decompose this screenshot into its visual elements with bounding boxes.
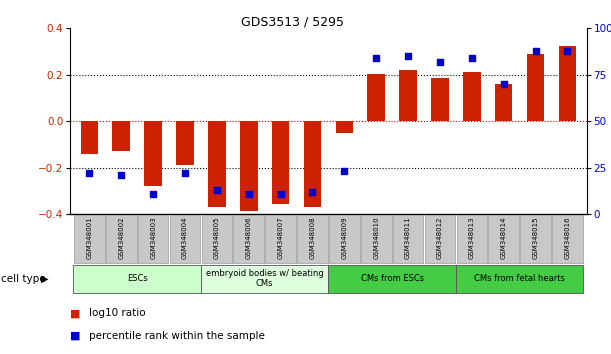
Point bbox=[499, 81, 508, 87]
Text: CMs from fetal hearts: CMs from fetal hearts bbox=[474, 274, 565, 283]
Bar bbox=[176, 121, 194, 165]
Text: ■: ■ bbox=[70, 331, 81, 341]
Bar bbox=[144, 121, 162, 186]
Point bbox=[371, 55, 381, 61]
FancyBboxPatch shape bbox=[265, 215, 296, 263]
FancyBboxPatch shape bbox=[74, 215, 104, 263]
Text: percentile rank within the sample: percentile rank within the sample bbox=[89, 331, 265, 341]
Text: GSM348003: GSM348003 bbox=[150, 217, 156, 259]
FancyBboxPatch shape bbox=[456, 265, 584, 293]
FancyBboxPatch shape bbox=[297, 215, 327, 263]
Point bbox=[467, 55, 477, 61]
Point bbox=[180, 171, 190, 176]
Bar bbox=[367, 74, 385, 121]
Bar bbox=[431, 78, 448, 121]
Bar bbox=[81, 121, 98, 154]
Bar bbox=[272, 121, 290, 204]
Point bbox=[148, 191, 158, 196]
FancyBboxPatch shape bbox=[393, 215, 423, 263]
Text: ▶: ▶ bbox=[41, 274, 48, 284]
FancyBboxPatch shape bbox=[201, 265, 329, 293]
FancyBboxPatch shape bbox=[456, 215, 487, 263]
Point bbox=[244, 191, 254, 196]
Bar bbox=[335, 121, 353, 133]
Text: GSM348013: GSM348013 bbox=[469, 217, 475, 259]
Text: ■: ■ bbox=[70, 308, 81, 318]
FancyBboxPatch shape bbox=[329, 215, 360, 263]
Point bbox=[403, 53, 413, 59]
Bar bbox=[400, 70, 417, 121]
Text: ESCs: ESCs bbox=[127, 274, 148, 283]
Text: GSM348014: GSM348014 bbox=[500, 217, 507, 259]
FancyBboxPatch shape bbox=[73, 265, 201, 293]
Text: GSM348009: GSM348009 bbox=[342, 217, 347, 259]
Point bbox=[212, 187, 222, 193]
Point bbox=[340, 169, 349, 174]
Point bbox=[531, 48, 541, 53]
FancyBboxPatch shape bbox=[138, 215, 169, 263]
Text: GSM348005: GSM348005 bbox=[214, 217, 220, 259]
Bar bbox=[208, 121, 225, 207]
Bar bbox=[558, 46, 576, 121]
Text: GSM348011: GSM348011 bbox=[405, 217, 411, 259]
Text: GSM348001: GSM348001 bbox=[86, 217, 92, 259]
FancyBboxPatch shape bbox=[233, 215, 264, 263]
Text: GSM348012: GSM348012 bbox=[437, 217, 443, 259]
Point bbox=[435, 59, 445, 65]
FancyBboxPatch shape bbox=[106, 215, 136, 263]
Text: GSM348008: GSM348008 bbox=[310, 217, 315, 259]
Text: GSM348002: GSM348002 bbox=[119, 217, 124, 259]
FancyBboxPatch shape bbox=[202, 215, 232, 263]
FancyBboxPatch shape bbox=[329, 265, 456, 293]
FancyBboxPatch shape bbox=[488, 215, 519, 263]
Point bbox=[563, 48, 573, 53]
Text: GSM348006: GSM348006 bbox=[246, 217, 252, 259]
Text: GSM348004: GSM348004 bbox=[182, 217, 188, 259]
FancyBboxPatch shape bbox=[521, 215, 551, 263]
Text: cell type: cell type bbox=[1, 274, 46, 284]
Text: GSM348015: GSM348015 bbox=[533, 217, 538, 259]
Text: GDS3513 / 5295: GDS3513 / 5295 bbox=[241, 16, 345, 29]
Bar bbox=[495, 84, 513, 121]
Text: GSM348016: GSM348016 bbox=[565, 217, 571, 259]
Text: GSM348010: GSM348010 bbox=[373, 217, 379, 259]
FancyBboxPatch shape bbox=[170, 215, 200, 263]
Bar bbox=[112, 121, 130, 152]
FancyBboxPatch shape bbox=[552, 215, 583, 263]
FancyBboxPatch shape bbox=[425, 215, 455, 263]
Text: GSM348007: GSM348007 bbox=[277, 217, 284, 259]
Bar bbox=[304, 121, 321, 207]
Point bbox=[116, 172, 126, 178]
Point bbox=[276, 191, 285, 196]
Bar bbox=[527, 54, 544, 121]
Text: embryoid bodies w/ beating
CMs: embryoid bodies w/ beating CMs bbox=[206, 269, 324, 289]
FancyBboxPatch shape bbox=[361, 215, 392, 263]
Bar bbox=[463, 73, 481, 121]
Point bbox=[307, 189, 317, 195]
Text: CMs from ESCs: CMs from ESCs bbox=[360, 274, 423, 283]
Bar bbox=[240, 121, 257, 211]
Text: log10 ratio: log10 ratio bbox=[89, 308, 145, 318]
Point bbox=[84, 171, 94, 176]
